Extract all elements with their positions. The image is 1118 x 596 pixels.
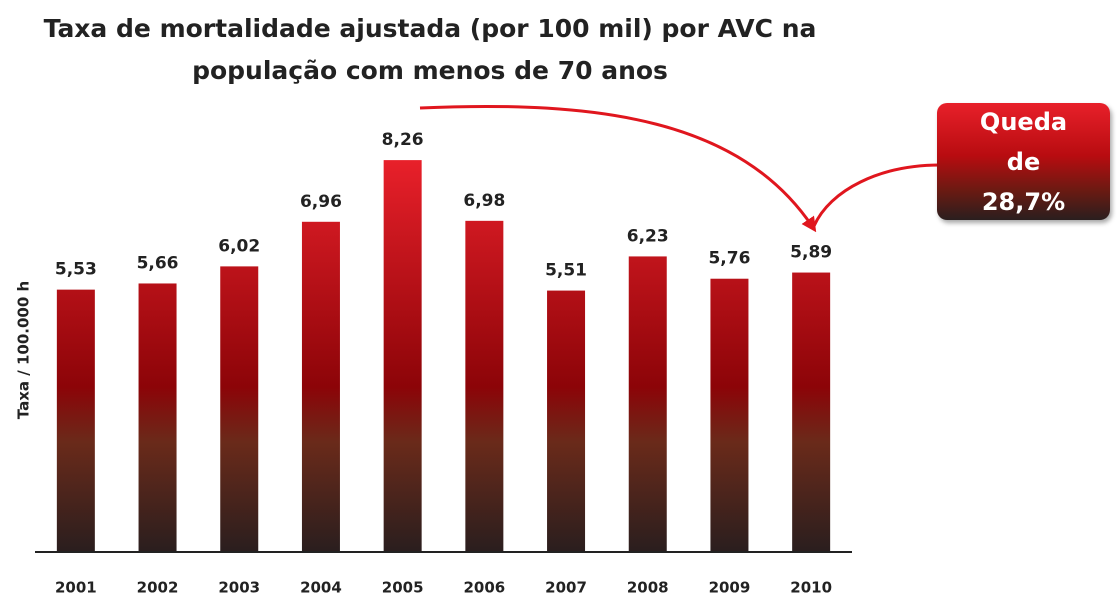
x-tick-label: 2009 (709, 579, 751, 596)
value-label: 5,89 (790, 243, 832, 263)
x-tick-label: 2001 (55, 579, 97, 596)
arrow (812, 163, 941, 227)
bar (301, 221, 340, 552)
arrow (419, 104, 817, 233)
bar (56, 289, 95, 552)
value-label: 5,53 (55, 260, 97, 280)
bar (710, 278, 749, 552)
x-tick-label: 2008 (627, 579, 669, 596)
bar (465, 220, 504, 553)
value-label: 6,02 (218, 236, 260, 256)
bar (792, 272, 831, 552)
value-label: 6,23 (627, 226, 669, 246)
bar (138, 283, 177, 552)
x-tick-label: 2007 (545, 579, 587, 596)
bar (220, 266, 259, 552)
bar (547, 290, 586, 552)
bar (383, 160, 422, 552)
value-label: 6,98 (463, 191, 505, 211)
value-label: 5,51 (545, 261, 587, 281)
x-tick-label: 2004 (300, 579, 342, 596)
x-tick-label: 2003 (218, 579, 260, 596)
x-tick-label: 2005 (382, 579, 424, 596)
value-label: 6,96 (300, 192, 342, 212)
x-tick-label: 2006 (463, 579, 505, 596)
value-label: 5,66 (137, 253, 179, 273)
y-axis-label: Taxa / 100.000 h (15, 281, 33, 419)
callout: Queda de 28,7% (937, 103, 1110, 220)
annotation: Queda de 28,7% (979, 107, 1068, 216)
value-label: 8,26 (382, 130, 424, 150)
bar (628, 256, 667, 552)
chart-title: Taxa de mortalidade ajustada (por 100 mi… (43, 14, 817, 85)
x-tick-label: 2010 (790, 579, 832, 596)
x-tick-label: 2002 (137, 579, 179, 596)
value-label: 5,76 (708, 249, 750, 269)
